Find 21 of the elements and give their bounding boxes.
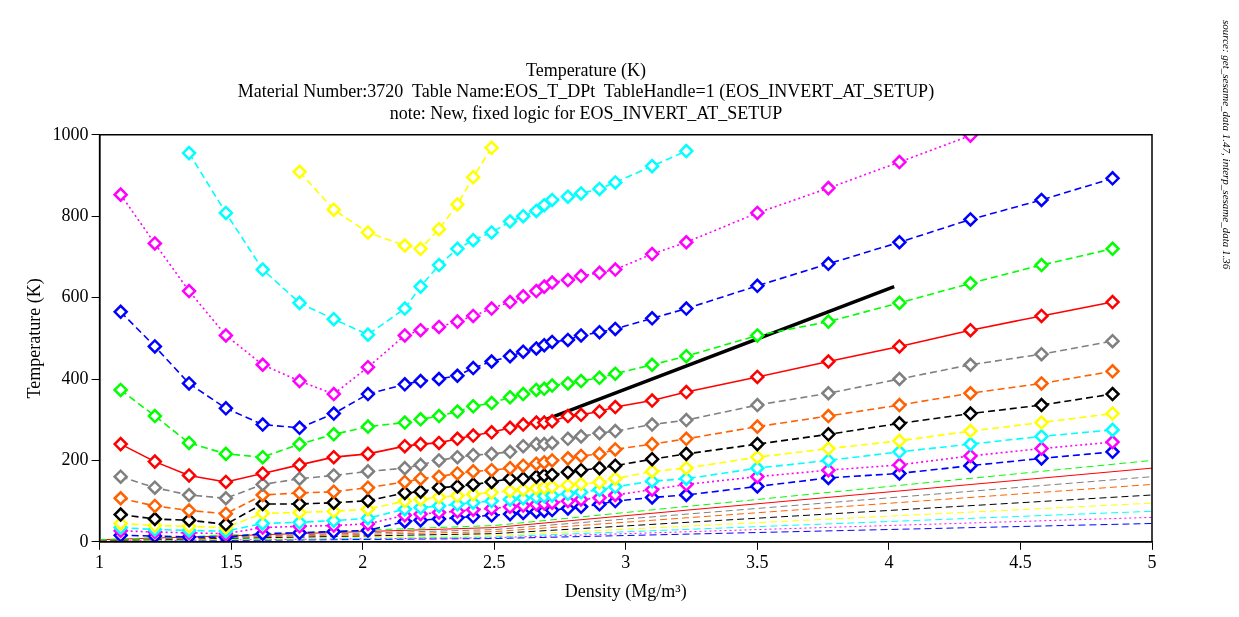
text: Material Number:3720 Table Name:EOS_T_DPt TableHandle=1 (EOS_INVERT_AT_SETUP) bbox=[237, 81, 935, 102]
text: Temperature (K) bbox=[525, 59, 647, 80]
x-tick-label: 2.5 bbox=[483, 552, 506, 573]
x-tick-label: 3 bbox=[621, 552, 631, 573]
x-tick-label: 5 bbox=[1147, 552, 1157, 573]
source-note: source: get_sesame_data 1.47, interp_sesame_data 1.36 bbox=[1221, 20, 1233, 270]
x-tick-label: 3.5 bbox=[746, 552, 769, 573]
y-tick-label: 200 bbox=[61, 449, 89, 470]
text: note: New, fixed logic for EOS_INVERT_AT_SETUP bbox=[389, 102, 783, 123]
x-axis-title: Density (Mg/m³) bbox=[564, 580, 687, 602]
x-tick-label: 2 bbox=[358, 552, 368, 573]
y-axis-title: Temperature (K) bbox=[23, 278, 45, 399]
x-tick-label: 4.5 bbox=[1009, 552, 1032, 573]
y-tick-label: 0 bbox=[79, 530, 89, 551]
x-tick-label: 4 bbox=[884, 552, 894, 573]
x-tick-label: 1 bbox=[95, 552, 105, 573]
y-tick-label: 400 bbox=[61, 367, 89, 388]
y-tick-label: 600 bbox=[61, 286, 89, 307]
y-tick-label: 800 bbox=[61, 204, 89, 225]
x-tick-label: 1.5 bbox=[219, 552, 243, 573]
y-tick-label: 1000 bbox=[52, 123, 89, 144]
